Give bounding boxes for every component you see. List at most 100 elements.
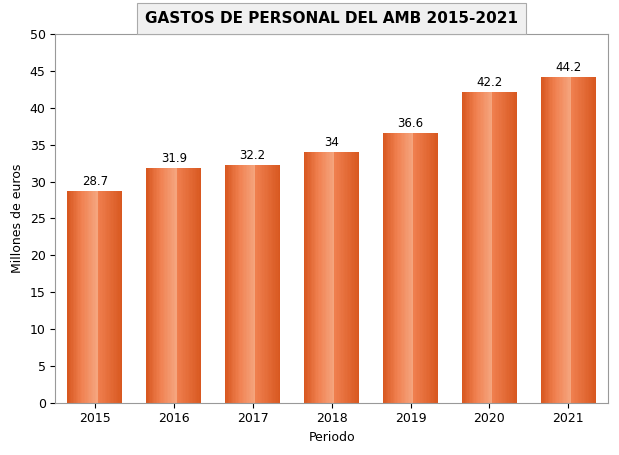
Bar	[178, 167, 180, 403]
Bar	[350, 152, 351, 403]
Bar	[555, 77, 556, 403]
Bar	[228, 165, 229, 403]
Bar	[92, 191, 93, 403]
Bar	[170, 167, 171, 403]
Bar	[152, 167, 153, 403]
Bar	[243, 165, 245, 403]
Bar	[183, 167, 185, 403]
Bar	[259, 165, 261, 403]
Bar	[95, 191, 96, 403]
Bar	[146, 167, 147, 403]
Text: 34: 34	[324, 136, 339, 149]
Bar	[407, 133, 408, 403]
Bar	[585, 77, 586, 403]
Bar	[575, 77, 577, 403]
Bar	[595, 77, 596, 403]
Bar	[483, 92, 484, 403]
Bar	[311, 152, 313, 403]
Bar	[420, 133, 422, 403]
Bar	[323, 152, 325, 403]
Bar	[84, 191, 85, 403]
Bar	[402, 133, 404, 403]
Bar	[508, 92, 509, 403]
Bar	[231, 165, 232, 403]
Bar	[71, 191, 73, 403]
Bar	[232, 165, 233, 403]
Bar	[467, 92, 469, 403]
Bar	[118, 191, 119, 403]
Bar	[566, 77, 567, 403]
Bar	[119, 191, 121, 403]
Bar	[240, 165, 241, 403]
Bar	[80, 191, 81, 403]
Bar	[258, 165, 259, 403]
Bar	[574, 77, 575, 403]
Bar	[465, 92, 466, 403]
Text: 32.2: 32.2	[240, 149, 266, 162]
Bar	[241, 165, 243, 403]
Bar	[304, 152, 305, 403]
Bar	[499, 92, 501, 403]
Bar	[87, 191, 88, 403]
Bar	[200, 167, 201, 403]
Bar	[313, 152, 314, 403]
Bar	[337, 152, 339, 403]
Bar	[470, 92, 472, 403]
Bar	[81, 191, 82, 403]
Bar	[76, 191, 77, 403]
Bar	[88, 191, 89, 403]
Bar	[408, 133, 409, 403]
Bar	[404, 133, 405, 403]
Bar	[592, 77, 593, 403]
Bar	[111, 191, 113, 403]
Bar	[196, 167, 197, 403]
Bar	[308, 152, 310, 403]
Bar	[307, 152, 308, 403]
Bar	[503, 92, 504, 403]
Bar	[310, 152, 311, 403]
Bar	[193, 167, 194, 403]
Bar	[392, 133, 394, 403]
Bar	[171, 167, 173, 403]
Bar	[262, 165, 264, 403]
Bar	[319, 152, 321, 403]
Bar	[173, 167, 174, 403]
Bar	[426, 133, 427, 403]
Bar	[423, 133, 425, 403]
Bar	[419, 133, 420, 403]
Bar	[556, 77, 557, 403]
Bar	[117, 191, 118, 403]
Bar	[74, 191, 76, 403]
Bar	[194, 167, 196, 403]
Bar	[588, 77, 589, 403]
Bar	[511, 92, 513, 403]
Bar	[245, 165, 246, 403]
Bar	[325, 152, 326, 403]
Bar	[563, 77, 565, 403]
Bar	[348, 152, 350, 403]
Bar	[487, 92, 488, 403]
Bar	[389, 133, 390, 403]
Bar	[326, 152, 327, 403]
Bar	[168, 167, 170, 403]
Bar	[543, 77, 545, 403]
Bar	[578, 77, 579, 403]
Bar	[321, 152, 322, 403]
Bar	[427, 133, 428, 403]
Bar	[333, 152, 334, 403]
Bar	[498, 92, 499, 403]
Bar	[560, 77, 561, 403]
Bar	[466, 92, 467, 403]
Bar	[340, 152, 341, 403]
Bar	[509, 92, 510, 403]
Bar	[116, 191, 117, 403]
Bar	[150, 167, 152, 403]
Bar	[430, 133, 431, 403]
Bar	[339, 152, 340, 403]
Bar	[391, 133, 392, 403]
Bar	[428, 133, 430, 403]
Bar	[416, 133, 417, 403]
Bar	[85, 191, 87, 403]
Bar	[545, 77, 547, 403]
Bar	[570, 77, 571, 403]
